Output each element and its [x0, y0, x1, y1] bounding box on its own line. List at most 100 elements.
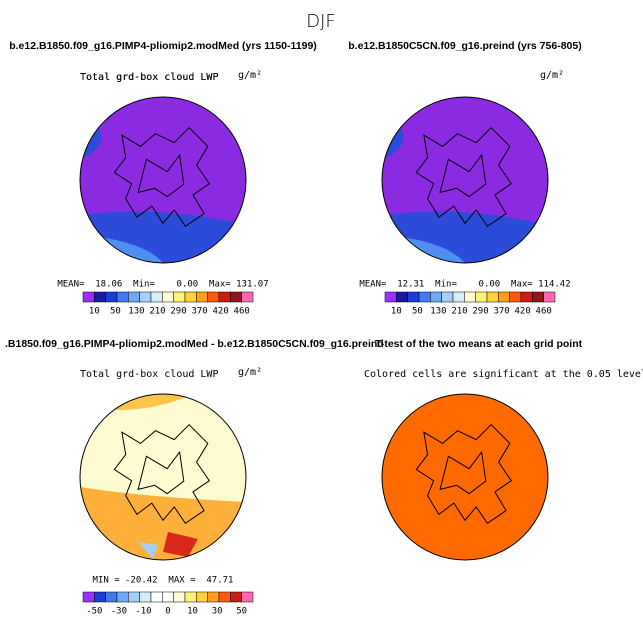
panel-title: b.e12.B1850C5CN.f09_g16.preind (yrs 756-… [348, 40, 581, 52]
colorbar-box [94, 591, 106, 603]
colorbar-label: 10 [187, 607, 198, 617]
colorbar-label: 290 [170, 307, 186, 317]
colorbar-box [116, 591, 129, 603]
colorbar-box [128, 291, 140, 303]
coastline [113, 126, 210, 227]
stats: MEAN= 18.06 Min= 0.00 Max= 131.07 [57, 280, 268, 290]
colorbar-box [452, 291, 465, 303]
panel-subtitle: Total grd-box cloud LWP [80, 72, 218, 83]
colorbar-box [384, 291, 397, 303]
colorbar-label: 10 [89, 307, 100, 317]
coastline [137, 450, 185, 495]
coastline [113, 423, 210, 524]
colorbar-box [105, 291, 118, 303]
colorbar-box [184, 591, 197, 603]
colorbar-label: 370 [493, 307, 509, 317]
colorbar-label: 30 [212, 607, 223, 617]
map-border [381, 393, 549, 561]
panel-title: b.e12.B1850.f09_g16.PIMP4-pliomip2.modMe… [9, 40, 317, 52]
map-fill [80, 487, 246, 560]
colorbar-label: 0 [165, 607, 170, 617]
colorbar-label: 50 [236, 607, 247, 617]
colorbar-box [396, 291, 408, 303]
colorbar-box [230, 291, 242, 303]
coastline [439, 450, 487, 495]
panel-title: .B1850.f09_g16.PIMP4-pliomip2.modMed - b… [5, 338, 384, 350]
colorbar-label: 420 [514, 307, 530, 317]
colorbar-label: 130 [128, 307, 144, 317]
colorbar-box [218, 591, 231, 603]
unit: g/m² [238, 367, 262, 378]
colorbar-box [207, 591, 220, 603]
colorbar-box [430, 291, 442, 303]
coastline [137, 153, 185, 198]
colorbar-label: 420 [212, 307, 228, 317]
map-fill [138, 542, 158, 559]
coastline [415, 126, 512, 227]
map-border [79, 393, 247, 561]
colorbar-box [520, 291, 533, 303]
colorbar-box [162, 591, 174, 603]
panel-subtitle: Colored cells are significant at the 0.0… [364, 369, 643, 380]
colorbar-label: 460 [536, 307, 552, 317]
colorbar-box [532, 291, 544, 303]
colorbar-box [441, 291, 454, 303]
colorbar-box [241, 291, 254, 303]
colorbar-box [128, 591, 140, 603]
map-fill [382, 394, 548, 560]
colorbar-label: -10 [135, 607, 151, 617]
colorbar-box [150, 591, 163, 603]
colorbar-box [82, 291, 95, 303]
colorbar-box [196, 591, 208, 603]
colorbar-box [116, 291, 129, 303]
colorbar-box [475, 291, 488, 303]
colorbar-box [498, 291, 510, 303]
colorbar-box [82, 591, 95, 603]
map [382, 394, 548, 560]
colorbar-box [94, 291, 106, 303]
colorbar-box [105, 591, 118, 603]
colorbar-box [418, 291, 431, 303]
colorbar-box [543, 291, 556, 303]
colorbar-box [207, 291, 220, 303]
colorbar-box [486, 291, 499, 303]
colorbar-box [464, 291, 476, 303]
colorbar-label: -30 [111, 607, 127, 617]
map [382, 97, 548, 263]
colorbar-box [150, 291, 163, 303]
coastline [415, 423, 512, 524]
colorbar-label: 290 [472, 307, 488, 317]
colorbar-box [173, 291, 186, 303]
panel-title: T-test of the two means at each grid poi… [375, 338, 583, 350]
colorbar-label: 370 [191, 307, 207, 317]
colorbar-label: 10 [391, 307, 402, 317]
colorbar-label: 210 [149, 307, 165, 317]
panel-subtitle: Total grd-box cloud LWP [80, 72, 218, 83]
panel-subtitle: Total grd-box cloud LWP [80, 369, 218, 380]
colorbar-box [184, 291, 197, 303]
colorbar-box [230, 591, 242, 603]
colorbar-box [407, 291, 420, 303]
colorbar-label: -50 [86, 607, 102, 617]
colorbar-box [196, 291, 208, 303]
colorbar-box [162, 291, 174, 303]
map [80, 97, 246, 263]
map-fill [163, 532, 198, 557]
colorbar-label: 210 [451, 307, 467, 317]
colorbar-box [139, 291, 152, 303]
stats: MEAN= 12.31 Min= 0.00 Max= 114.42 [359, 280, 570, 290]
colorbar-box [241, 591, 254, 603]
colorbar-box [218, 291, 231, 303]
map [80, 394, 246, 560]
colorbar-box [509, 291, 522, 303]
colorbar-label: 460 [234, 307, 250, 317]
map-border [79, 96, 247, 264]
colorbar-label: 130 [430, 307, 446, 317]
map-border [381, 96, 549, 264]
colorbar-label: 50 [412, 307, 423, 317]
colorbar-box [139, 591, 152, 603]
colorbar-box [173, 591, 186, 603]
unit: g/m² [540, 70, 564, 81]
stats: MIN = -20.42 MAX = 47.71 [93, 576, 234, 586]
